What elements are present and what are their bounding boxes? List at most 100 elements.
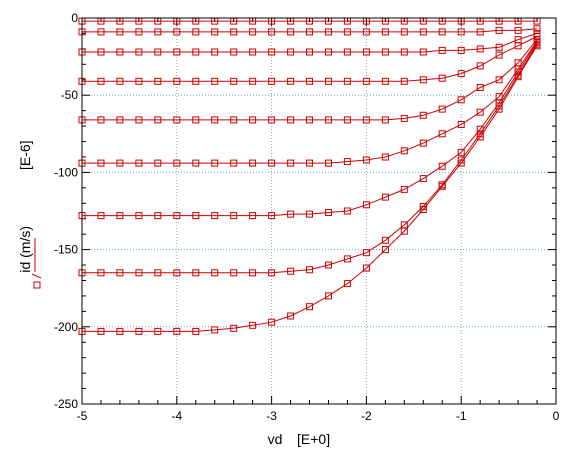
data-point (495, 26, 503, 34)
data-point (97, 327, 105, 335)
data-point (287, 116, 295, 124)
data-point (154, 159, 162, 167)
plot-frame (81, 17, 557, 405)
data-point (343, 28, 351, 36)
data-point (116, 212, 124, 220)
data-point (97, 159, 105, 167)
data-point (381, 236, 389, 244)
data-point (192, 269, 200, 277)
data-point (495, 76, 503, 84)
data-point (249, 321, 257, 329)
y-axis-label-group: id (m/s) [E-6] (17, 140, 33, 272)
data-point (438, 130, 446, 138)
data-point (97, 116, 105, 124)
data-point (325, 159, 332, 167)
data-point (381, 246, 389, 254)
data-point (268, 116, 276, 124)
data-point (362, 48, 370, 56)
data-point (249, 77, 257, 85)
data-point (343, 158, 351, 166)
data-point (135, 327, 143, 335)
data-point (173, 77, 181, 85)
data-point (173, 48, 181, 56)
data-point (154, 77, 162, 85)
y-tick-label: -150 (54, 243, 78, 257)
data-point (343, 77, 351, 85)
data-point (419, 175, 427, 183)
data-point (457, 121, 465, 128)
data-point (457, 28, 465, 36)
y-tick-label: 0 (71, 11, 78, 25)
data-point (306, 210, 313, 218)
y-tick-label: -100 (54, 165, 78, 179)
data-point (268, 269, 276, 277)
data-point (438, 28, 446, 36)
data-point (192, 77, 200, 85)
data-point (135, 77, 143, 85)
data-point (97, 77, 105, 85)
data-point (287, 267, 295, 275)
data-point (343, 207, 351, 215)
data-point (400, 114, 408, 122)
x-tick-label: -3 (266, 409, 277, 423)
data-point (400, 185, 408, 193)
data-point (230, 48, 238, 56)
data-point (325, 116, 332, 124)
data-point (438, 181, 446, 189)
y-axis-label: id (m/s) (17, 226, 33, 273)
series-line (82, 32, 538, 53)
data-point (97, 48, 105, 56)
data-point (173, 269, 181, 277)
data-point (211, 269, 219, 277)
data-point (230, 324, 238, 332)
data-point (116, 159, 124, 167)
data-point (287, 312, 295, 320)
data-point (173, 327, 181, 335)
data-point (287, 28, 295, 36)
data-point (419, 28, 427, 36)
data-point (173, 28, 181, 36)
data-point (287, 48, 295, 56)
data-point (154, 212, 162, 220)
data-point (381, 193, 389, 201)
data-point (362, 249, 370, 257)
data-point (419, 202, 427, 210)
data-point (249, 48, 257, 56)
data-point (400, 77, 408, 85)
data-point (362, 264, 370, 272)
data-point (438, 105, 446, 113)
data-point (211, 326, 219, 334)
data-point (400, 28, 408, 36)
data-point (211, 77, 219, 85)
data-point (325, 48, 332, 56)
data-point (192, 116, 200, 124)
data-point (135, 269, 143, 277)
data-point (343, 48, 351, 56)
data-point (438, 162, 446, 170)
data-point (97, 269, 105, 277)
x-tick-label: -4 (171, 409, 182, 423)
data-point (400, 48, 408, 56)
data-point (476, 108, 484, 116)
series-line (82, 43, 538, 274)
data-point (381, 28, 389, 36)
data-point (173, 116, 181, 124)
data-point (325, 77, 332, 85)
y-tick-label: -50 (61, 88, 79, 102)
data-point (268, 159, 276, 167)
x-tick-label: 0 (553, 409, 560, 423)
data-point (400, 221, 408, 229)
data-point (287, 159, 295, 167)
series-line (82, 28, 538, 33)
data-point (249, 159, 257, 167)
data-point (476, 125, 484, 133)
data-point (249, 269, 257, 277)
series-7 (78, 29, 541, 56)
data-point (343, 116, 351, 124)
data-point (154, 327, 162, 335)
data-point (211, 116, 219, 124)
data-point (457, 70, 465, 78)
data-point (154, 269, 162, 277)
data-point (495, 93, 503, 101)
data-point (97, 212, 105, 220)
